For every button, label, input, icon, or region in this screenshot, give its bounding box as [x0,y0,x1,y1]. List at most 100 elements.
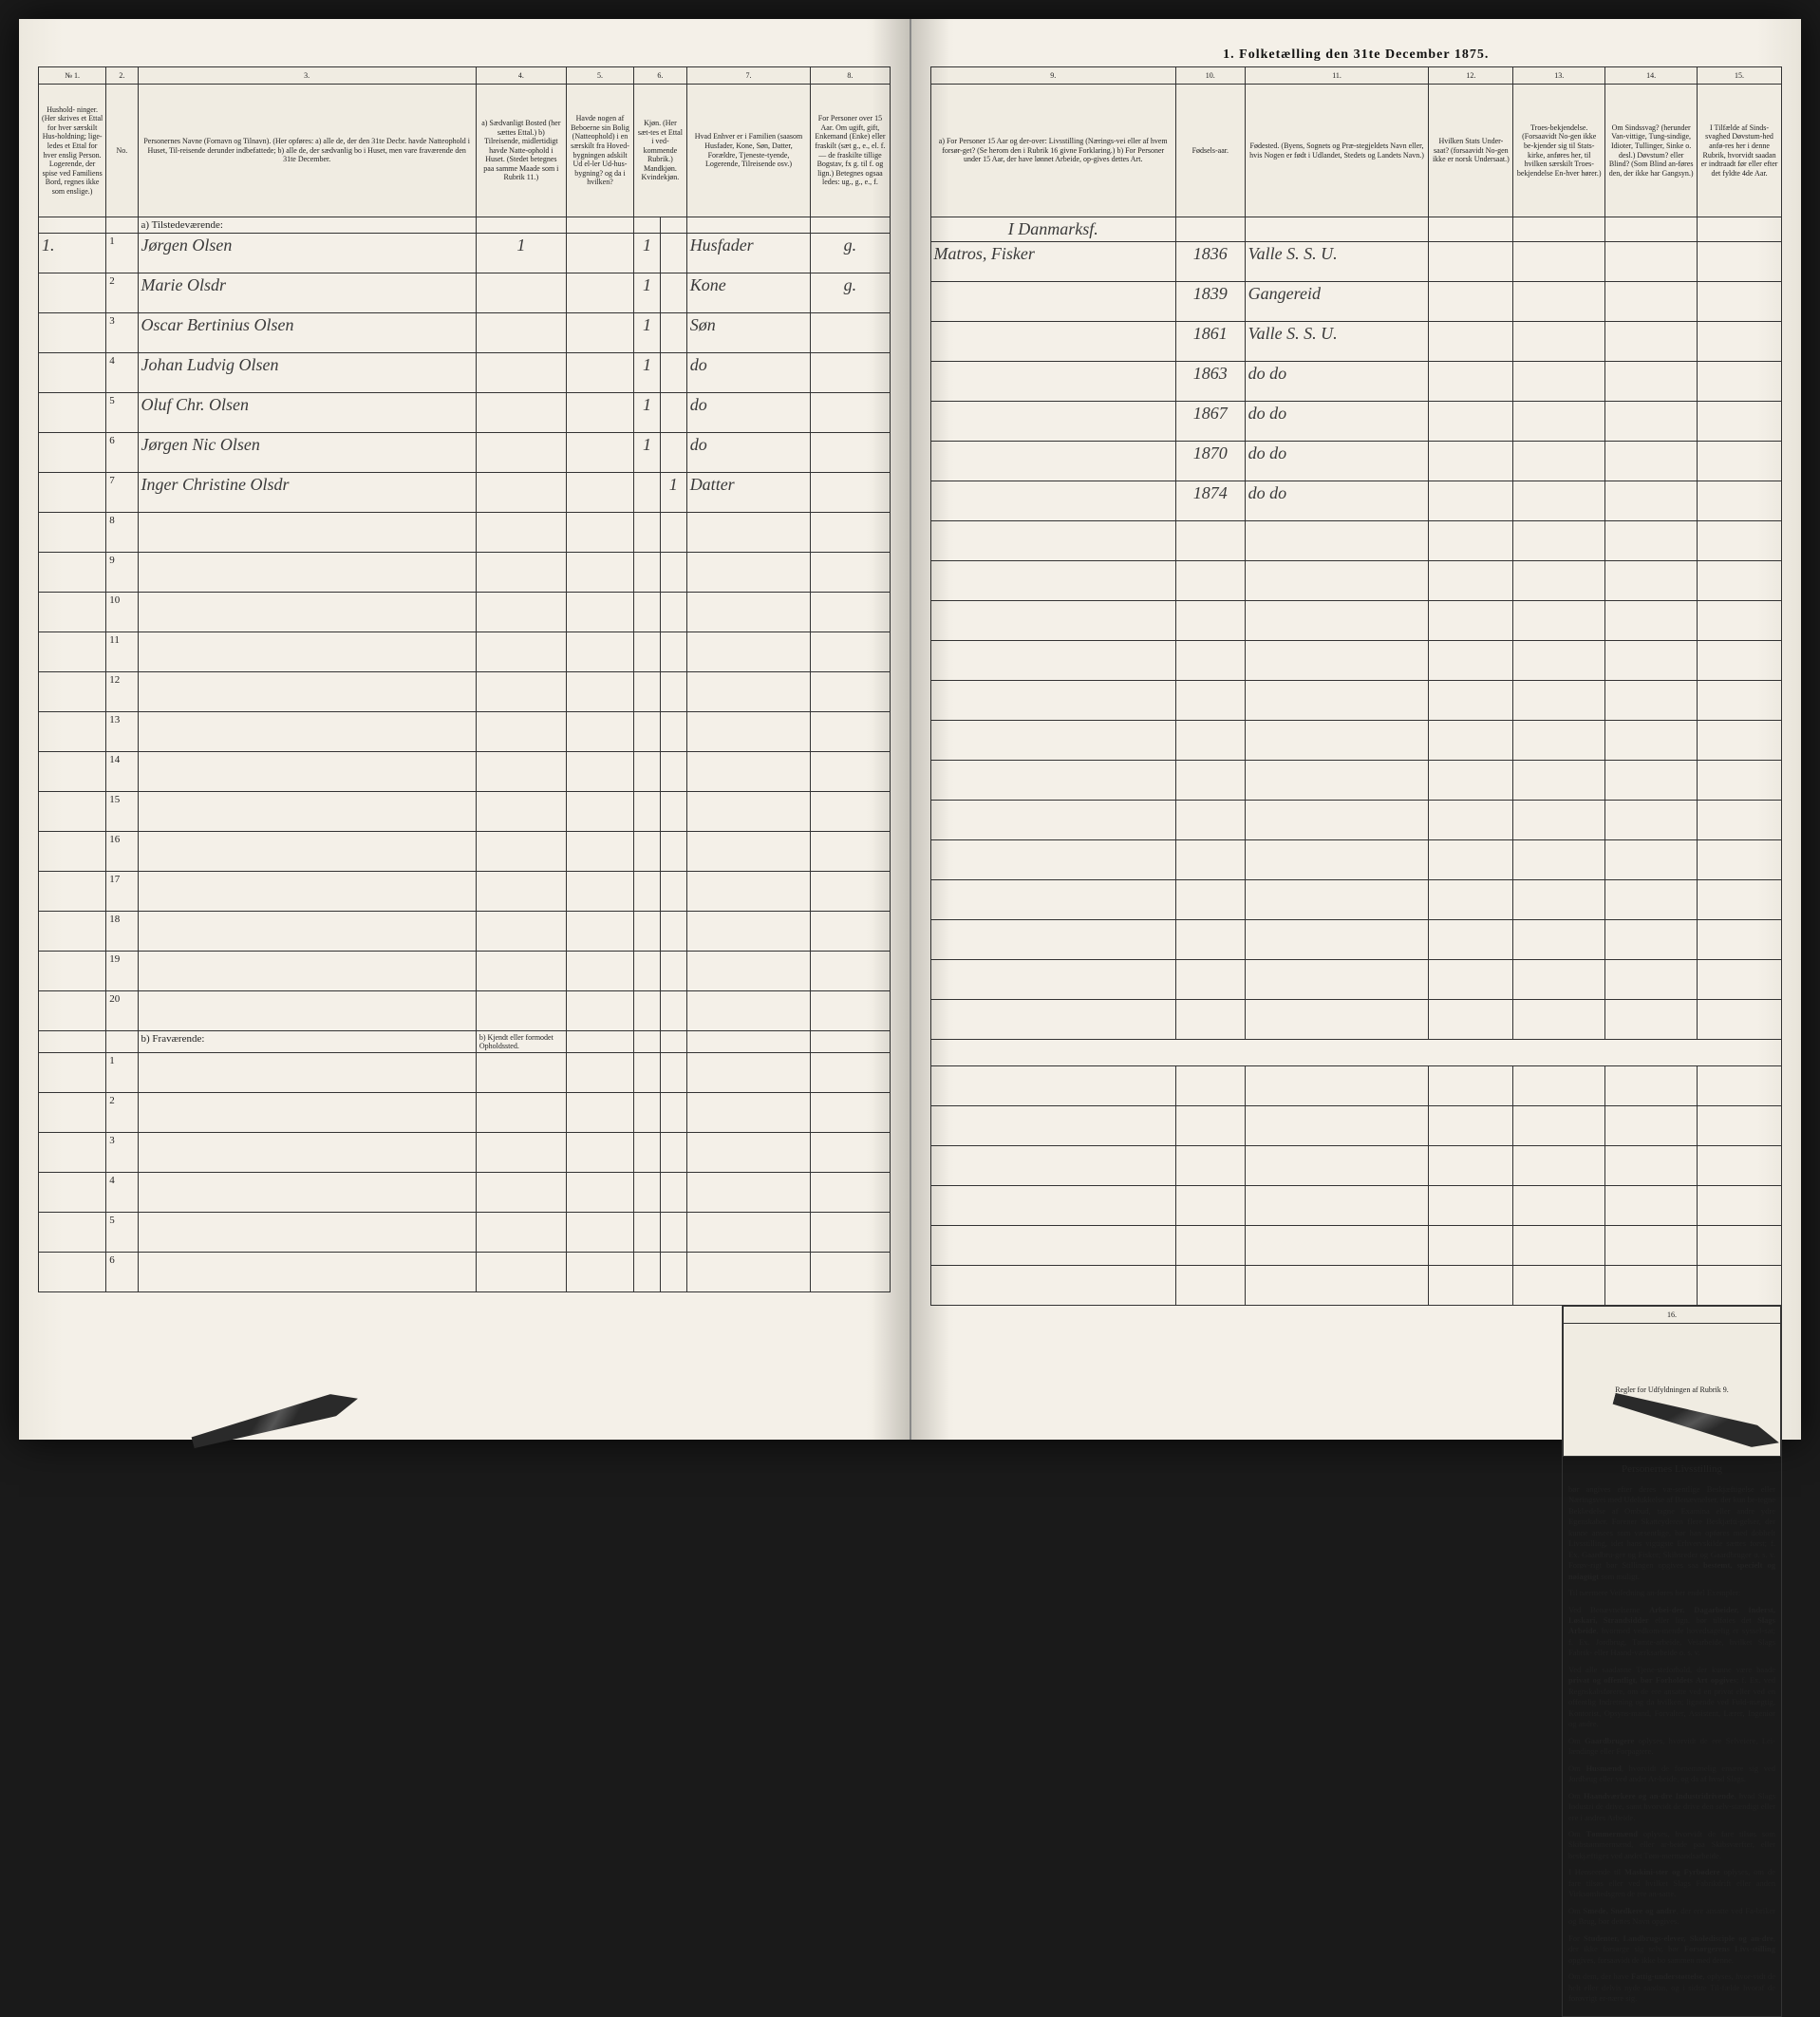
cell-civil [811,393,890,433]
cell-building [566,473,633,513]
cell-birthplace: do do [1245,402,1429,442]
cell-household [39,433,106,473]
table-row [930,920,1782,960]
cell-civil [811,353,890,393]
rules-paragraph: Ved Benævnelserne Arbei-der, Dagarbeider… [1568,1605,1775,1659]
cell-relation: Husfader [686,234,811,273]
table-row [930,681,1782,721]
pen-shadow-left [185,1371,365,1471]
top-title: 1. Folketælling den 31te December 1875. [930,47,1783,63]
table-row [930,521,1782,561]
cell-household [39,313,106,353]
cell-birthplace: do do [1245,362,1429,402]
table-row: 1874 do do [930,481,1782,521]
table-row [930,1066,1782,1106]
cell-disability [1605,242,1698,282]
cell-birthplace: do do [1245,481,1429,521]
cell-citizen [1429,242,1513,282]
table-row [930,761,1782,801]
table-row [930,641,1782,681]
table-row: 10 [39,593,891,632]
cell-household [39,353,106,393]
cell-citizen [1429,481,1513,521]
table-row: 1863 do do [930,362,1782,402]
cell-rownum: 18 [106,912,138,952]
cell-year: 1863 [1175,362,1245,402]
cell-birthplace: Gangereid [1245,282,1429,322]
cell-civil: g. [811,234,890,273]
table-row [930,801,1782,840]
cell-creed [1513,402,1605,442]
cell-citizen [1429,442,1513,481]
section-a-row: a) Tilstedeværende: [39,217,891,234]
cell-creed [1513,322,1605,362]
cell-rownum: 10 [106,593,138,632]
cell-onset [1698,362,1782,402]
header-row-right: a) For Personer 15 Aar og der-over: Livs… [930,85,1782,217]
cell-citizen [1429,282,1513,322]
cell-building [566,433,633,473]
cell-occupation [930,322,1175,362]
coln-6: 6. [634,67,687,85]
cell-sex-f [660,313,686,353]
cell-residence [476,473,566,513]
coln-8: 8. [811,67,890,85]
rules-paragraph: Om Smede, Snedkere og andre, der ere ans… [1568,1906,1775,1928]
cell-sex-m: 1 [634,234,661,273]
cell-rownum: 2 [106,1093,138,1133]
cell-disability [1605,442,1698,481]
table-row: 8 [39,513,891,553]
cell-rownum: 4 [106,1173,138,1213]
table-row [930,601,1782,641]
hdr-c14: Om Sindssvag? (herunder Van-vittige, Tun… [1605,85,1698,217]
coln-4: 4. [476,67,566,85]
rules-paragraph: Om Husmænd, hvorvidt de fornemmelig ernæ… [1568,1763,1775,1785]
cell-sex-f [660,234,686,273]
rules-paragraph: Om Haandværkere og an-dre Industridriven… [1568,1791,1775,1823]
cell-sex-f [660,393,686,433]
cell-birthplace: Valle S. S. U. [1245,322,1429,362]
cell-rownum: 6 [106,433,138,473]
hdr-c2: No. [106,85,138,217]
cell-creed [1513,362,1605,402]
cell-rownum: 19 [106,952,138,991]
hdr-c4: a) Sædvanligt Bosted (her sættes Ettal.)… [476,85,566,217]
table-row: 6 [39,1253,891,1292]
table-row: 2 [39,1093,891,1133]
table-row: 6 Jørgen Nic Olsen 1 do [39,433,891,473]
table-row: 7 Inger Christine Olsdr 1 Datter [39,473,891,513]
cell-rownum: 1 [106,234,138,273]
cell-rownum: 5 [106,1213,138,1253]
cell-residence [476,273,566,313]
table-row: 18 [39,912,891,952]
rules-paragraph: Til nærmere Veiledning an-føres her ende… [1568,1588,1775,1598]
cell-disability [1605,282,1698,322]
section-b-note: b) Kjendt eller formodet Opholdssted. [476,1031,566,1053]
coln-15: 15. [1698,67,1782,85]
occupation-header: I Danmarksf. [930,217,1175,242]
table-row: 1861 Valle S. S. U. [930,322,1782,362]
hdr-c10: Fødsels-aar. [1175,85,1245,217]
cell-rownum: 12 [106,672,138,712]
census-table-right: 9. 10. 11. 12. 13. 14. 15. a) For Person… [930,66,1783,1306]
cell-disability [1605,402,1698,442]
coln-10: 10. [1175,67,1245,85]
cell-sex-f [660,273,686,313]
cell-rownum: 17 [106,872,138,912]
right-page: 1. Folketælling den 31te December 1875. … [911,19,1802,1440]
cell-creed [1513,282,1605,322]
cell-civil [811,433,890,473]
table-row: 3 Oscar Bertinius Olsen 1 Søn [39,313,891,353]
cell-name: Marie Olsdr [138,273,476,313]
cell-citizen [1429,402,1513,442]
table-row [930,1000,1782,1040]
cell-relation: Søn [686,313,811,353]
rules-paragraph: Ved alle saadanne Tjene-steforhold, der … [1568,1665,1775,1730]
cell-building [566,234,633,273]
hdr-c7: Hvad Enhver er i Familien (saasom Husfad… [686,85,811,217]
occupation-header-row: I Danmarksf. [930,217,1782,242]
coln-7: 7. [686,67,811,85]
cell-sex-f: 1 [660,473,686,513]
rules-paragraph: For Studenter, Landbrugs-elever, Skoledi… [1568,1933,1775,1966]
cell-rownum: 4 [106,353,138,393]
